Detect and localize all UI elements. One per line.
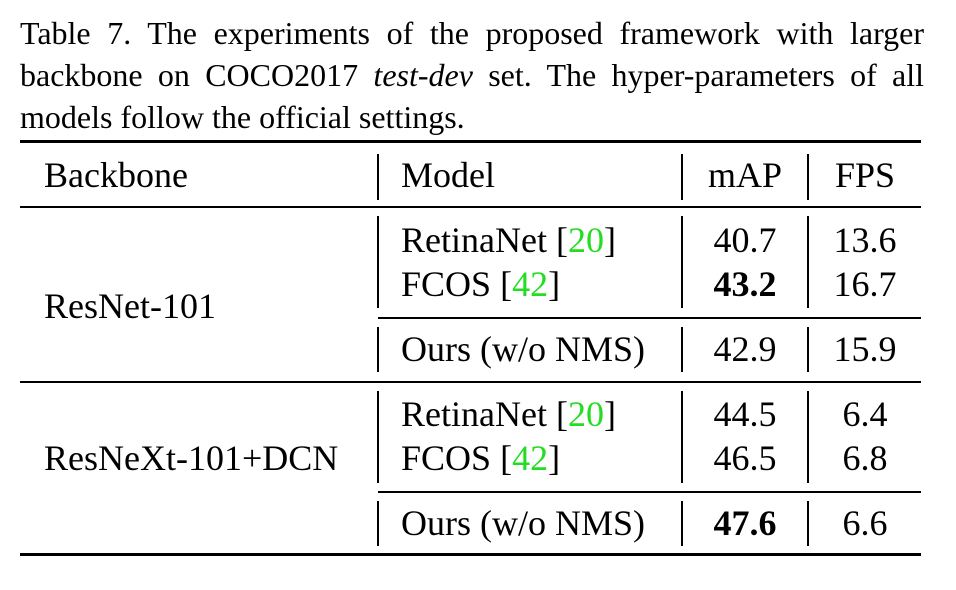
caption-text-end: set. The hyper-parameters of all models … xyxy=(20,57,925,135)
citation-link[interactable]: 20 xyxy=(567,394,604,434)
g2-divider-3a xyxy=(807,391,809,483)
g1-divider-1b xyxy=(377,327,379,372)
map-cell: 46.5 xyxy=(713,438,777,478)
model-cell-ours: Ours (w/o NMS) xyxy=(401,329,646,369)
g1-divider-3a xyxy=(807,216,809,308)
backbone-cell: ResNeXt-101+DCN xyxy=(44,438,339,478)
table-caption: Table 7. The experiments of the proposed… xyxy=(20,12,924,138)
g1-divider-1a xyxy=(377,216,379,308)
bottom-rule xyxy=(20,553,921,556)
g1-divider-2b xyxy=(681,327,683,372)
caption-text-start: Table 7. The experiments of the proposed… xyxy=(20,15,924,93)
map-cell: 44.5 xyxy=(713,394,777,434)
top-rule xyxy=(20,140,921,143)
header-map: mAP xyxy=(707,155,783,195)
citation-link[interactable]: 20 xyxy=(567,220,604,260)
model-name: RetinaNet xyxy=(401,394,547,434)
fps-cell: 15.9 xyxy=(833,329,897,369)
model-cell: RetinaNet [20] xyxy=(401,394,616,434)
fps-cell: 6.6 xyxy=(842,503,888,543)
subgroup-rule-2 xyxy=(378,491,921,493)
g2-divider-2b xyxy=(681,501,683,546)
model-name: RetinaNet xyxy=(401,220,547,260)
g2-divider-1b xyxy=(377,501,379,546)
model-cell-ours: Ours (w/o NMS) xyxy=(401,503,646,543)
backbone-cell: ResNet-101 xyxy=(44,286,216,326)
citation-link[interactable]: 42 xyxy=(512,438,549,478)
map-cell: 40.7 xyxy=(713,220,777,260)
g1-divider-2a xyxy=(681,216,683,308)
group-rule xyxy=(20,381,921,383)
citation-link[interactable]: 42 xyxy=(512,264,549,304)
model-name: FCOS xyxy=(401,264,492,304)
header-model: Model xyxy=(401,155,495,195)
fps-cell: 16.7 xyxy=(833,264,897,304)
model-cell: FCOS [42] xyxy=(401,438,561,478)
map-cell-best: 47.6 xyxy=(713,503,777,543)
caption-emphasis: test-dev xyxy=(373,57,473,93)
header-fps: FPS xyxy=(834,155,896,195)
g2-divider-3b xyxy=(807,501,809,546)
header-divider-3 xyxy=(807,154,809,200)
map-cell-best: 43.2 xyxy=(713,264,777,304)
header-divider-2 xyxy=(681,154,683,200)
model-cell: FCOS [42] xyxy=(401,264,561,304)
fps-cell: 6.4 xyxy=(842,394,888,434)
subgroup-rule-1 xyxy=(378,317,921,319)
header-backbone: Backbone xyxy=(44,155,188,195)
g1-divider-3b xyxy=(807,327,809,372)
header-divider-1 xyxy=(377,154,379,200)
g2-divider-1a xyxy=(377,391,379,483)
model-cell: RetinaNet [20] xyxy=(401,220,616,260)
fps-cell: 13.6 xyxy=(833,220,897,260)
g2-divider-2a xyxy=(681,391,683,483)
map-cell: 42.9 xyxy=(713,329,777,369)
header-rule xyxy=(20,206,921,208)
model-name: FCOS xyxy=(401,438,492,478)
fps-cell: 6.8 xyxy=(842,438,888,478)
